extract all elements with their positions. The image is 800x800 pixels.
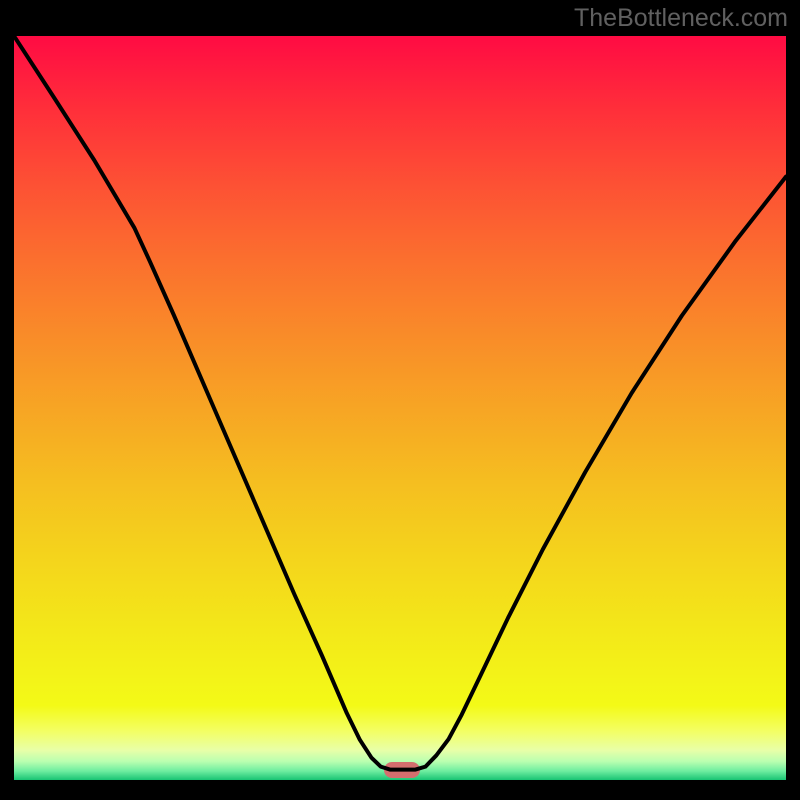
watermark-text: TheBottleneck.com	[574, 4, 788, 33]
chart-plot-area	[14, 36, 786, 780]
bottleneck-curve	[14, 36, 786, 780]
